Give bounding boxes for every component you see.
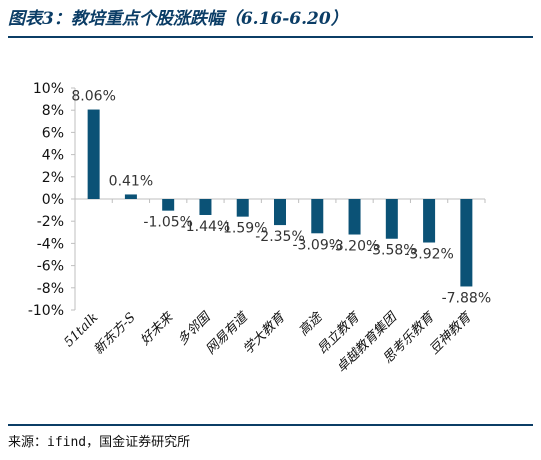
data-label-10: -7.88% — [442, 290, 492, 306]
y-tick-label: -10% — [28, 303, 64, 319]
y-tick-label: 4% — [42, 148, 64, 164]
data-label-7: -3.20% — [330, 239, 380, 255]
category-label-1: 新东方-S — [91, 310, 139, 358]
bar-8 — [385, 199, 398, 239]
y-tick-label: 2% — [42, 170, 64, 186]
chart-title: 图表3：教培重点个股涨跌幅（6.16-6.20） — [8, 9, 348, 29]
bar-3 — [199, 199, 212, 215]
data-label-3: -1.44% — [181, 219, 231, 235]
data-label-4: -1.59% — [218, 221, 268, 237]
bar-7 — [348, 199, 361, 235]
bar-5 — [274, 199, 286, 226]
data-label-8: -3.58% — [367, 243, 417, 259]
y-tick-label: -2% — [37, 214, 64, 230]
bar-0 — [87, 109, 100, 199]
data-label-6: -3.09% — [293, 237, 343, 253]
title-rule — [8, 36, 533, 38]
category-label-6: 高途 — [295, 308, 326, 339]
bar-2 — [162, 199, 175, 211]
y-tick-label: 10% — [33, 81, 64, 97]
data-label-9: -3.92% — [404, 247, 454, 263]
bar-1 — [124, 194, 137, 199]
bar-6 — [311, 199, 324, 234]
y-tick-label: 0% — [42, 192, 64, 208]
data-label-5: -2.35% — [255, 229, 305, 245]
y-tick-label: -8% — [37, 281, 64, 297]
y-tick-label: 6% — [42, 125, 64, 141]
category-label-5: 学大教育 — [240, 308, 289, 357]
y-tick-label: -4% — [37, 236, 64, 252]
data-label-0: 8.06% — [71, 89, 115, 105]
y-tick-label: -6% — [37, 259, 64, 275]
category-label-2: 好未来 — [138, 309, 178, 349]
data-label-2: -1.05% — [143, 215, 193, 231]
y-tick-label: 8% — [42, 103, 64, 119]
bar-10 — [460, 199, 473, 287]
data-label-1: 0.41% — [109, 173, 153, 189]
footer-rule — [8, 424, 533, 426]
category-label-10: 豆神教育 — [426, 308, 475, 357]
bar-4 — [236, 199, 249, 217]
bar-chart: 10%8%6%4%2%0%-2%-4%-6%-8%-10%8.06%51talk… — [28, 81, 492, 376]
bar-9 — [423, 199, 436, 243]
source-note: 来源：ifind，国金证券研究所 — [8, 435, 191, 450]
